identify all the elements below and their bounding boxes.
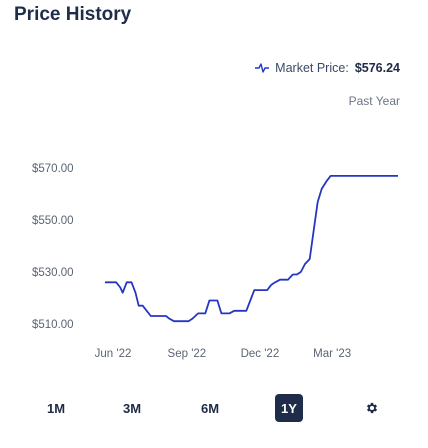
price-trend-icon [255, 63, 270, 73]
range-button-6m[interactable]: 6M [200, 400, 220, 416]
x-tick-label: Mar '23 [313, 348, 351, 360]
price-line [105, 175, 398, 323]
y-axis: $510.00 $530.00 $550.00 $570.00 [32, 163, 74, 331]
gear-icon [366, 402, 378, 414]
y-tick-label: $570.00 [32, 163, 74, 175]
x-tick-label: Jun '22 [95, 348, 132, 360]
page-title: Price History [14, 4, 132, 25]
range-button-group: 1M 3M 6M 1Y [0, 390, 428, 430]
price-chart: $510.00 $530.00 $550.00 $570.00 Jun '22 Sep … [32, 163, 398, 360]
range-label: Past Year [348, 94, 400, 108]
range-button-3m[interactable]: 3M [122, 400, 142, 416]
x-axis: Jun '22 Sep '22 Dec '22 Mar '23 [95, 348, 352, 360]
market-price-label: Market Price: [275, 61, 349, 75]
range-button-1y[interactable]: 1Y [275, 394, 303, 422]
market-price-value: $576.24 [354, 61, 400, 75]
y-tick-label: $550.00 [32, 215, 74, 227]
y-tick-label: $530.00 [32, 267, 74, 279]
settings-button[interactable] [360, 394, 384, 422]
x-tick-label: Dec '22 [241, 348, 280, 360]
price-history-card [0, 40, 428, 448]
range-button-1m[interactable]: 1M [46, 400, 66, 416]
y-tick-label: $510.00 [32, 319, 74, 331]
x-tick-label: Sep '22 [168, 348, 207, 360]
market-price: Market Price: $576.24 [255, 58, 400, 78]
